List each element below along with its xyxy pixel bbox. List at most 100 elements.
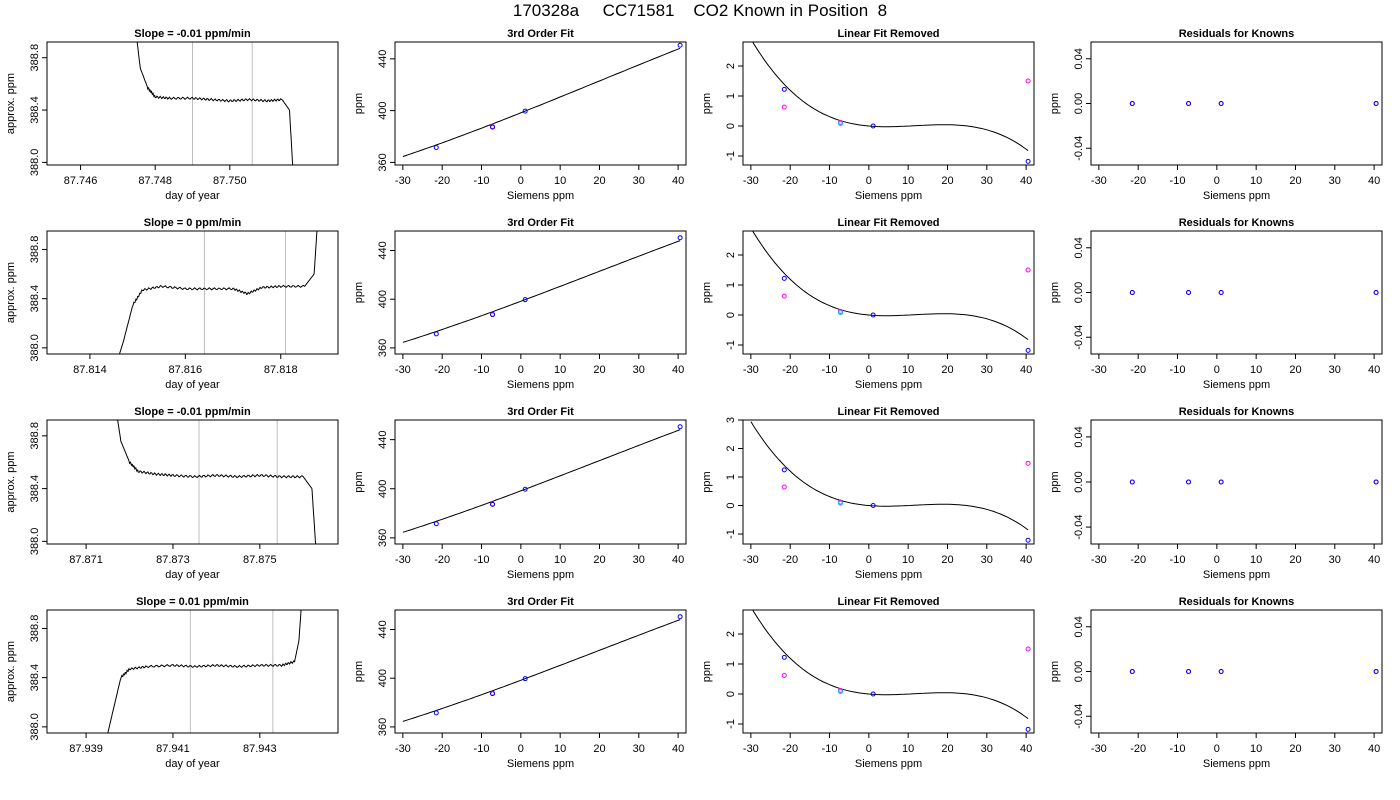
- y-tick-label: 0: [725, 312, 737, 318]
- x-tick-label: -10: [474, 364, 490, 376]
- plot-frame: [742, 609, 1035, 734]
- known-point-marker: [1025, 347, 1031, 353]
- y-axis-label: approx. ppm: [5, 451, 17, 512]
- x-tick-label: -20: [434, 364, 450, 376]
- y-tick-label: 1: [725, 93, 737, 99]
- plot-frame: [394, 609, 687, 734]
- y-axis-label: ppm: [353, 93, 365, 114]
- page-title: 170328a CC71581 CO2 Known in Position 8: [512, 1, 888, 20]
- x-tick-label: -20: [1130, 175, 1146, 187]
- panel-title: Linear Fit Removed: [837, 596, 939, 608]
- y-tick-label: 388.0: [29, 149, 41, 177]
- known-point-marker: [677, 424, 683, 430]
- x-axis-label: day of year: [165, 190, 220, 202]
- x-tick-label: 20: [1289, 364, 1301, 376]
- x-tick-label: 10: [1250, 364, 1262, 376]
- y-axis-label: ppm: [1049, 282, 1061, 303]
- panel-title: Linear Fit Removed: [837, 28, 939, 40]
- x-tick-label: 87.748: [138, 175, 172, 187]
- y-tick-label: 388.0: [29, 334, 41, 362]
- fit-point-marker: [781, 484, 787, 490]
- plot-frame: [46, 419, 339, 545]
- y-tick-label: 400: [377, 669, 389, 687]
- known-point-marker: [433, 710, 439, 716]
- x-tick-label: 10: [902, 364, 914, 376]
- y-tick-label: 1: [725, 282, 737, 288]
- x-axis-label: Siemens ppm: [855, 190, 922, 202]
- plot-frame: [394, 41, 687, 166]
- panel-r3-c4: Residuals for Knowns -30 -20 -10 0 10 20 30 40 -0…: [1049, 406, 1383, 581]
- known-point-marker: [870, 503, 876, 509]
- y-tick-label: 388.8: [29, 236, 41, 264]
- x-axis-label: Siemens ppm: [507, 569, 574, 581]
- x-tick-label: 87.814: [73, 364, 107, 376]
- x-tick-label: 20: [941, 743, 953, 755]
- panel-title: 3rd Order Fit: [507, 406, 574, 418]
- known-point-marker: [522, 108, 528, 114]
- x-axis-label: Siemens ppm: [1203, 379, 1270, 391]
- x-tick-label: 87.746: [64, 175, 98, 187]
- x-tick-label: 10: [902, 175, 914, 187]
- x-tick-label: -20: [1130, 743, 1146, 755]
- x-tick-label: -10: [822, 364, 838, 376]
- y-axis-label: ppm: [701, 661, 713, 682]
- panel-title: Slope = -0.01 ppm/min: [134, 406, 251, 418]
- known-point-marker: [522, 297, 528, 303]
- plot-area: [1129, 101, 1379, 106]
- x-tick-label: 20: [1289, 175, 1301, 187]
- fit-curve: [402, 240, 681, 343]
- x-tick-label: -20: [434, 554, 450, 566]
- ppm-trace: [136, 42, 294, 165]
- panel-title: 3rd Order Fit: [507, 596, 574, 608]
- y-tick-label: 388.4: [29, 96, 41, 124]
- x-tick-label: -10: [1170, 743, 1186, 755]
- x-axis-label: Siemens ppm: [855, 569, 922, 581]
- y-tick-label: 360: [377, 529, 389, 547]
- y-tick-label: 388.4: [29, 475, 41, 503]
- panel-r1-c1: Slope = -0.01 ppm/min 87.746 87.748 87.750 3…: [5, 28, 339, 202]
- fit-curve: [752, 42, 1029, 152]
- x-tick-label: 40: [672, 364, 684, 376]
- x-tick-label: 87.873: [156, 554, 190, 566]
- panel-r1-c4: Residuals for Knowns -30 -20 -10 0 10 20 30 40 -0…: [1049, 28, 1383, 202]
- known-point-marker: [433, 145, 439, 151]
- fit-point-marker: [1025, 78, 1031, 84]
- x-tick-label: 30: [981, 364, 993, 376]
- plot-frame: [742, 419, 1035, 545]
- x-tick-label: 10: [1250, 743, 1262, 755]
- y-tick-label: 3: [725, 417, 737, 423]
- x-tick-label: 40: [1368, 364, 1380, 376]
- panel-title: Residuals for Knowns: [1179, 596, 1295, 608]
- x-tick-label: 40: [1368, 554, 1380, 566]
- known-point-marker: [838, 689, 844, 695]
- y-axis-label: ppm: [1049, 93, 1061, 114]
- y-tick-label: 400: [377, 290, 389, 308]
- x-tick-label: 40: [1368, 743, 1380, 755]
- x-tick-label: 20: [593, 364, 605, 376]
- x-tick-label: 87.941: [156, 743, 190, 755]
- plot-area: [402, 424, 683, 533]
- known-point-marker: [433, 331, 439, 337]
- known-point-marker: [781, 654, 787, 660]
- x-tick-label: -20: [782, 364, 798, 376]
- x-tick-label: -10: [474, 175, 490, 187]
- y-tick-label: 2: [725, 631, 737, 637]
- x-tick-label: 10: [554, 175, 566, 187]
- known-point-marker: [781, 86, 787, 92]
- plot-frame: [46, 609, 339, 734]
- x-tick-label: 20: [941, 175, 953, 187]
- panel-r1-c2: 3rd Order Fit -30 -20 -10 0 10 20 30 40 360 400 440…: [353, 28, 687, 202]
- known-point-marker: [490, 312, 496, 318]
- y-axis-label: ppm: [1049, 661, 1061, 682]
- plot-area: [118, 231, 318, 354]
- x-tick-label: 40: [1368, 175, 1380, 187]
- plot-area: [1129, 479, 1379, 485]
- x-tick-label: 10: [902, 554, 914, 566]
- fit-curve: [750, 421, 1029, 531]
- panel-title: Residuals for Knowns: [1179, 217, 1295, 229]
- y-tick-label: 388.4: [29, 664, 41, 692]
- y-axis-label: approx. ppm: [5, 73, 17, 134]
- known-point-marker: [677, 614, 683, 620]
- known-point-marker: [1129, 479, 1135, 485]
- x-tick-label: -30: [743, 554, 759, 566]
